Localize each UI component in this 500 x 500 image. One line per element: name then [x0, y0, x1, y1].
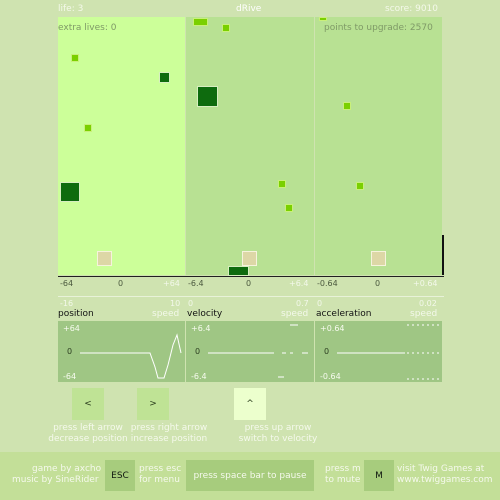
- player-velocity-marker: [242, 251, 257, 266]
- velocity-speed-label: speed: [281, 309, 309, 319]
- position-lane: [58, 17, 185, 275]
- velocity-axis-min: -6.4: [188, 279, 204, 288]
- position-graph-bottom: -64: [63, 372, 77, 381]
- acceleration-trace: [337, 324, 442, 380]
- velocity-graph-bottom: -6.4: [191, 372, 207, 381]
- velocity-graph-zero: 0: [195, 347, 201, 356]
- up-arrow-button[interactable]: ^: [234, 388, 266, 420]
- velocity-speed-max: 0.7: [296, 299, 309, 308]
- acceleration-axis-max: +0.64: [413, 279, 438, 288]
- velocity-speed-min: 0: [188, 299, 194, 308]
- left-arrow-button[interactable]: <: [72, 388, 104, 420]
- acceleration-axis-min: -0.64: [317, 279, 338, 288]
- right-arrow-caption-line1: press right arrow: [130, 423, 208, 433]
- mute-hint-line2: to mute: [325, 475, 361, 485]
- obstacle-block: [343, 102, 351, 110]
- right-arrow-caption: press right arrow increase position: [101, 423, 237, 445]
- position-graph-label: position: [58, 309, 94, 319]
- right-arrow-caption-line2: increase position: [130, 434, 208, 444]
- lane-edge-marker: [442, 235, 444, 275]
- mute-hint-line1: press m: [325, 464, 361, 474]
- obstacle-block: [278, 180, 286, 188]
- up-arrow-caption-line1: press up arrow: [244, 423, 312, 433]
- obstacle-block: [228, 266, 249, 276]
- axis-line: [58, 276, 444, 277]
- acceleration-graph-zero: 0: [324, 347, 330, 356]
- position-axis-zero: 0: [118, 279, 124, 288]
- position-graph: +64 0 -64: [58, 321, 185, 382]
- player-position-marker: [97, 251, 112, 266]
- esc-hint-line1: press esc: [139, 464, 182, 474]
- esc-button[interactable]: ESC: [105, 460, 135, 491]
- right-arrow-button[interactable]: >: [137, 388, 169, 420]
- obstacle-block: [84, 124, 92, 132]
- left-arrow-caption: press left arrow decrease position: [20, 423, 156, 445]
- obstacle-block: [285, 204, 293, 212]
- points-to-upgrade-label: points to upgrade: 2570: [324, 23, 433, 33]
- pause-button[interactable]: press space bar to pause: [186, 460, 314, 491]
- velocity-graph-label: velocity: [187, 309, 223, 319]
- acceleration-graph-bottom: -0.64: [320, 372, 341, 381]
- velocity-axis-max: +6.4: [289, 279, 309, 288]
- obstacle-block: [319, 17, 327, 21]
- credit-music: music by SineRider: [12, 475, 99, 485]
- acceleration-lane: [315, 17, 442, 275]
- acceleration-graph: +0.64 0 -0.64: [315, 321, 442, 382]
- obstacle-block: [71, 54, 79, 62]
- acceleration-speed-min: 0: [317, 299, 323, 308]
- position-axis-min: -64: [60, 279, 74, 288]
- game-title: dRive: [236, 4, 262, 14]
- player-acceleration-marker: [371, 251, 386, 266]
- position-graph-zero: 0: [67, 347, 73, 356]
- velocity-trace: [208, 324, 308, 378]
- obstacle-block: [159, 72, 170, 83]
- velocity-graph: +6.4 0 -6.4: [186, 321, 314, 382]
- left-arrow-caption-line2: decrease position: [48, 434, 128, 444]
- position-graph-top: +64: [63, 324, 80, 333]
- position-speed-max: 10: [170, 299, 181, 308]
- position-speed-label: speed: [152, 309, 180, 319]
- score-counter: score: 9010: [385, 4, 438, 14]
- acceleration-speed-label: speed: [410, 309, 438, 319]
- left-arrow-caption-line1: press left arrow: [53, 423, 123, 433]
- credit-game: game by axcho: [32, 464, 102, 474]
- obstacle-block: [193, 18, 208, 26]
- velocity-graph-top: +6.4: [191, 324, 211, 333]
- obstacle-block: [356, 182, 364, 190]
- acceleration-speed-max: 0.02: [419, 299, 437, 308]
- acceleration-graph-label: acceleration: [316, 309, 372, 319]
- velocity-lane: [186, 17, 314, 275]
- obstacle-block: [222, 24, 230, 32]
- position-speed-min: -16: [60, 299, 74, 308]
- axis-divider: [58, 296, 444, 297]
- acceleration-graph-top: +0.64: [320, 324, 345, 333]
- up-arrow-caption: press up arrow switch to velocity: [210, 423, 346, 445]
- position-axis-max: +64: [163, 279, 180, 288]
- mute-button[interactable]: M: [364, 460, 394, 491]
- extra-lives-label: extra lives: 0: [58, 23, 117, 33]
- obstacle-block: [60, 182, 80, 202]
- acceleration-axis-zero: 0: [375, 279, 381, 288]
- visit-twig-games-line1: visit Twig Games at: [397, 464, 485, 474]
- twig-games-link[interactable]: www.twiggames.com: [397, 475, 493, 485]
- velocity-axis-zero: 0: [246, 279, 252, 288]
- esc-hint-line2: for menu: [139, 475, 180, 485]
- life-counter: life: 3: [58, 4, 84, 14]
- position-trace: [80, 333, 182, 379]
- up-arrow-caption-line2: switch to velocity: [238, 434, 318, 444]
- obstacle-block: [197, 86, 218, 107]
